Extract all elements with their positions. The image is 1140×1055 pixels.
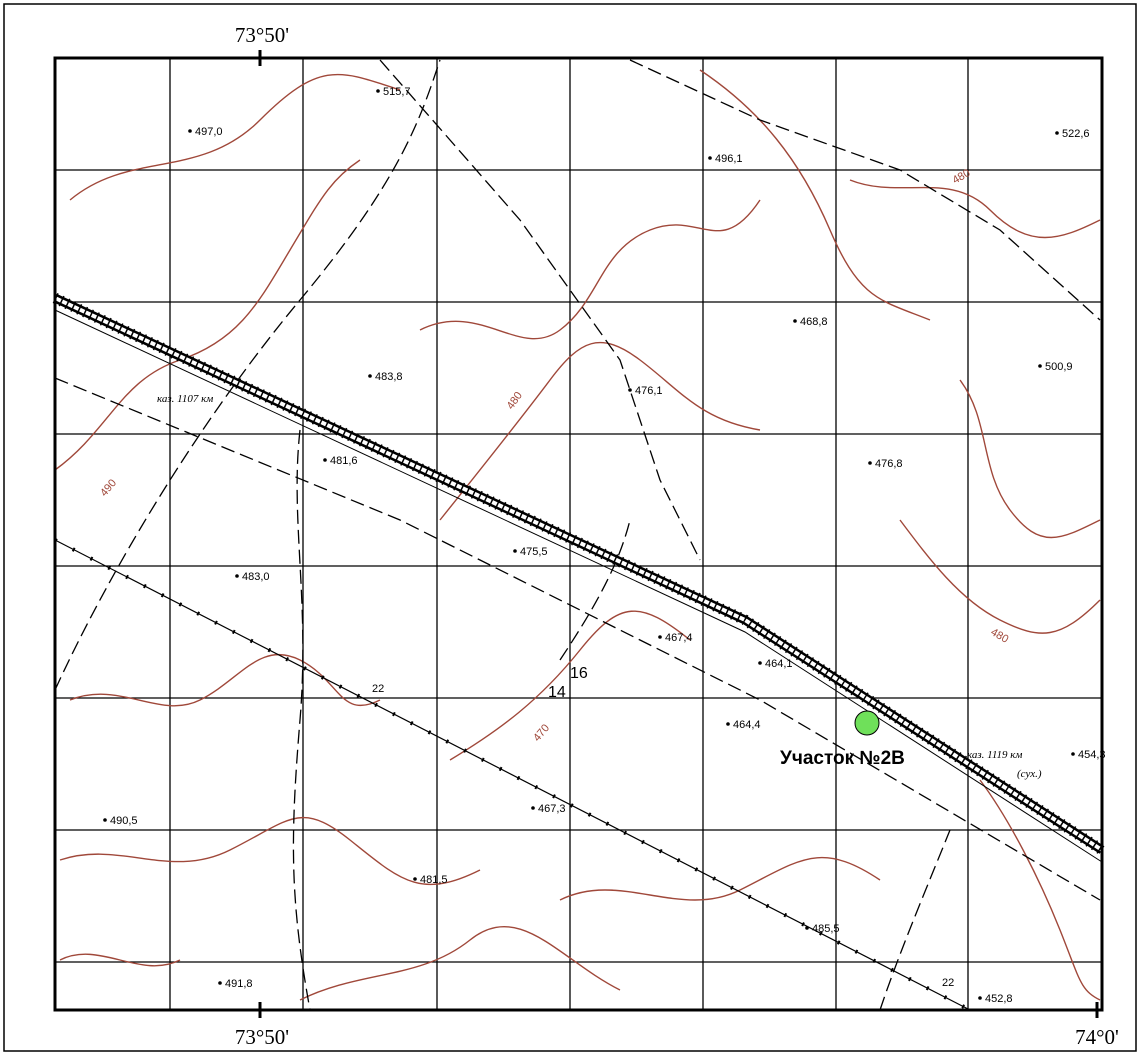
elevation-point	[103, 818, 107, 822]
elevation-point	[376, 89, 380, 93]
grid-number: 16	[570, 665, 588, 682]
elevation-point	[368, 374, 372, 378]
elevation-point	[628, 388, 632, 392]
elevation-point	[758, 661, 762, 665]
elevation-point	[708, 156, 712, 160]
elevation-label: 476,8	[875, 458, 903, 470]
elevation-label: 467,4	[665, 632, 693, 644]
elevation-point	[531, 806, 535, 810]
elevation-label: 496,1	[715, 153, 743, 165]
elevation-label: 467,3	[538, 803, 566, 815]
elevation-label: 475,5	[520, 546, 548, 558]
elevation-label: 491,8	[225, 978, 253, 990]
coordinate-label: 74°0'	[1075, 1025, 1119, 1049]
site-marker	[854, 710, 880, 736]
grid-number: 22	[372, 683, 384, 695]
roads	[54, 59, 1101, 1011]
elevation-label: 485,5	[812, 923, 840, 935]
elevation-label: 500,9	[1045, 361, 1073, 373]
rail-label: каз. 1107 км	[157, 393, 213, 405]
power-line	[54, 538, 971, 1012]
grid-number: 22	[942, 977, 954, 989]
rail-label: каз. 1119 км	[967, 749, 1022, 761]
elevation-point	[1055, 131, 1059, 135]
contours	[54, 69, 1101, 1001]
elevation-point	[513, 549, 517, 553]
elevation-point	[868, 461, 872, 465]
railway	[52, 293, 1105, 863]
grid-number: 14	[548, 684, 566, 701]
rail-label: (сух.)	[1017, 768, 1042, 780]
elevation-point	[1038, 364, 1042, 368]
elevation-point	[235, 574, 239, 578]
elevation-label: 522,6	[1062, 128, 1090, 140]
elevation-label: 497,0	[195, 126, 223, 138]
elevation-label: 481,6	[330, 455, 358, 467]
map-frame	[53, 56, 1104, 1012]
elevation-point	[188, 129, 192, 133]
elevation-label: 483,8	[375, 371, 403, 383]
coordinate-label: 73°50'	[235, 23, 289, 47]
elevation-point	[793, 319, 797, 323]
elevation-point	[413, 877, 417, 881]
elevation-label: 468,8	[800, 316, 828, 328]
elevation-point	[805, 926, 809, 930]
elevation-point	[726, 722, 730, 726]
site-label: Участок №2В	[780, 748, 905, 769]
elevation-point	[323, 458, 327, 462]
coordinate-label: 73°50'	[235, 1025, 289, 1049]
elevation-point	[1071, 752, 1075, 756]
elevation-label: 464,4	[733, 719, 761, 731]
elevation-point	[218, 981, 222, 985]
elevation-label: 452,8	[985, 993, 1013, 1005]
elevation-point	[978, 996, 982, 1000]
elevation-label: 490,5	[110, 815, 138, 827]
elevation-label: 483,0	[242, 571, 270, 583]
elevation-label: 464,1	[765, 658, 793, 670]
elevation-label: 481,5	[420, 874, 448, 886]
elevation-label: 454,3	[1078, 749, 1106, 761]
elevation-point	[658, 635, 662, 639]
elevation-label: 476,1	[635, 385, 663, 397]
elevation-label: 515,7	[383, 86, 411, 98]
